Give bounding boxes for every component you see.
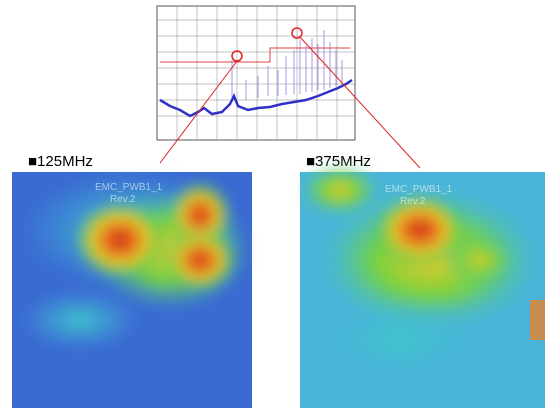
- label-375mhz: ■375MHz: [306, 153, 371, 170]
- board-name: EMC_PWB1_1: [385, 184, 453, 195]
- board-name: EMC_PWB1_1: [95, 182, 163, 193]
- board-rev: Rev.2: [400, 196, 426, 207]
- heatmap-125: EMC_PWB1_1 Rev.2: [12, 170, 252, 408]
- board-rev: Rev.2: [110, 194, 136, 205]
- label-125mhz: ■125MHz: [28, 153, 93, 170]
- spectrum-chart: [156, 5, 421, 169]
- heatmap-375: EMC_PWB1_1 Rev.2: [300, 165, 545, 408]
